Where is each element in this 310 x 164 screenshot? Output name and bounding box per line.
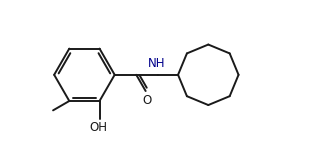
Text: NH: NH: [148, 57, 166, 71]
Text: O: O: [142, 94, 151, 107]
Text: OH: OH: [89, 121, 107, 134]
